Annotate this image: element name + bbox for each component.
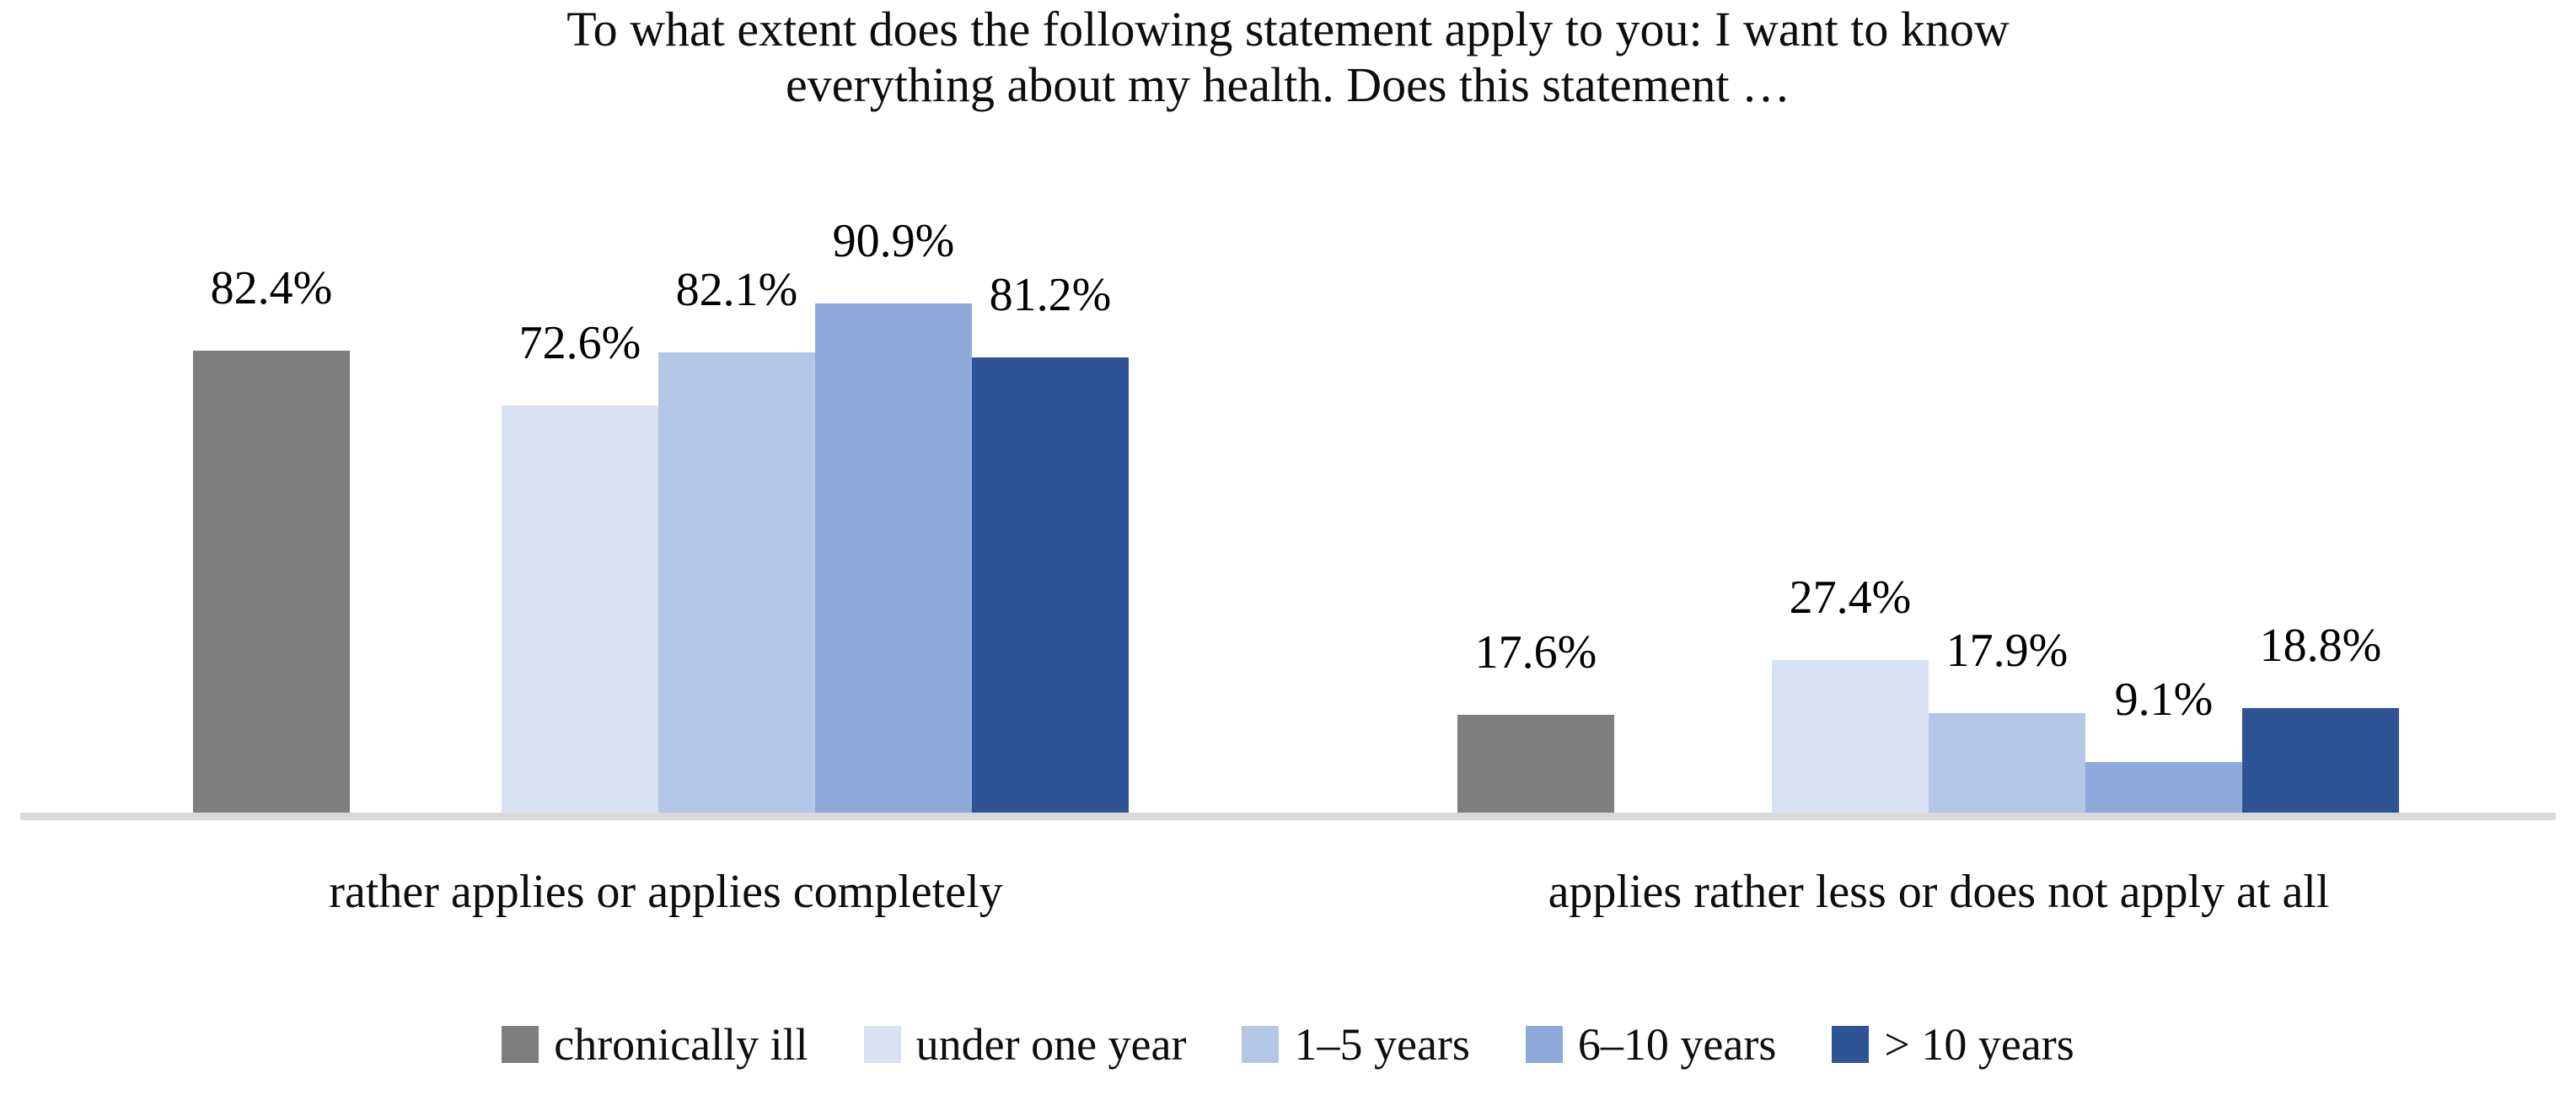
data-label: 90.9% bbox=[832, 215, 955, 267]
data-label: 82.1% bbox=[675, 264, 798, 316]
bar bbox=[502, 405, 658, 813]
bar bbox=[2085, 762, 2242, 813]
category-label-applies: rather applies or applies completely bbox=[329, 866, 1003, 918]
data-label: 9.1% bbox=[2114, 674, 2214, 726]
legend-label: 6–10 years bbox=[1577, 1019, 1777, 1070]
data-label: 18.8% bbox=[2259, 620, 2382, 672]
legend-swatch-icon bbox=[502, 1026, 539, 1063]
legend-swatch-icon bbox=[1832, 1026, 1870, 1063]
legend-item: 6–10 years bbox=[1525, 1019, 1777, 1070]
legend: chronically ill under one year 1–5 years 6–… bbox=[0, 1022, 2576, 1067]
data-label: 81.2% bbox=[989, 269, 1112, 321]
legend-label: > 10 years bbox=[1884, 1019, 2074, 1070]
legend-swatch-icon bbox=[863, 1026, 901, 1063]
legend-item: 1–5 years bbox=[1242, 1019, 1470, 1070]
bar bbox=[1457, 715, 1614, 813]
x-axis-line bbox=[20, 813, 2556, 820]
legend-label: chronically ill bbox=[554, 1019, 808, 1070]
legend-label: 1–5 years bbox=[1294, 1019, 1470, 1070]
data-label: 27.4% bbox=[1789, 572, 1912, 624]
category-label-does-not-apply: applies rather less or does not apply at… bbox=[1548, 866, 2330, 918]
bar bbox=[193, 351, 350, 813]
legend-swatch-icon bbox=[1242, 1026, 1280, 1063]
data-label: 82.4% bbox=[210, 262, 333, 314]
data-label: 72.6% bbox=[518, 317, 641, 369]
bar bbox=[1772, 660, 1929, 813]
bar bbox=[972, 357, 1129, 813]
legend-item: under one year bbox=[863, 1019, 1187, 1070]
legend-label: under one year bbox=[915, 1019, 1187, 1070]
bar bbox=[1929, 713, 2085, 813]
chart-title-line-1: To what extent does the following statem… bbox=[566, 2, 2010, 56]
legend-item: > 10 years bbox=[1832, 1022, 2074, 1067]
bar bbox=[2242, 708, 2399, 813]
data-label: 17.9% bbox=[1945, 625, 2069, 677]
legend-swatch-icon bbox=[1525, 1026, 1563, 1063]
bar bbox=[658, 352, 815, 813]
legend-item: chronically ill bbox=[502, 1022, 808, 1067]
bar bbox=[815, 303, 972, 813]
chart-title-line-2: everything about my health. Does this st… bbox=[786, 57, 1790, 112]
data-label: 17.6% bbox=[1474, 626, 1597, 679]
chart-title: To what extent does the following statem… bbox=[0, 2, 2576, 113]
